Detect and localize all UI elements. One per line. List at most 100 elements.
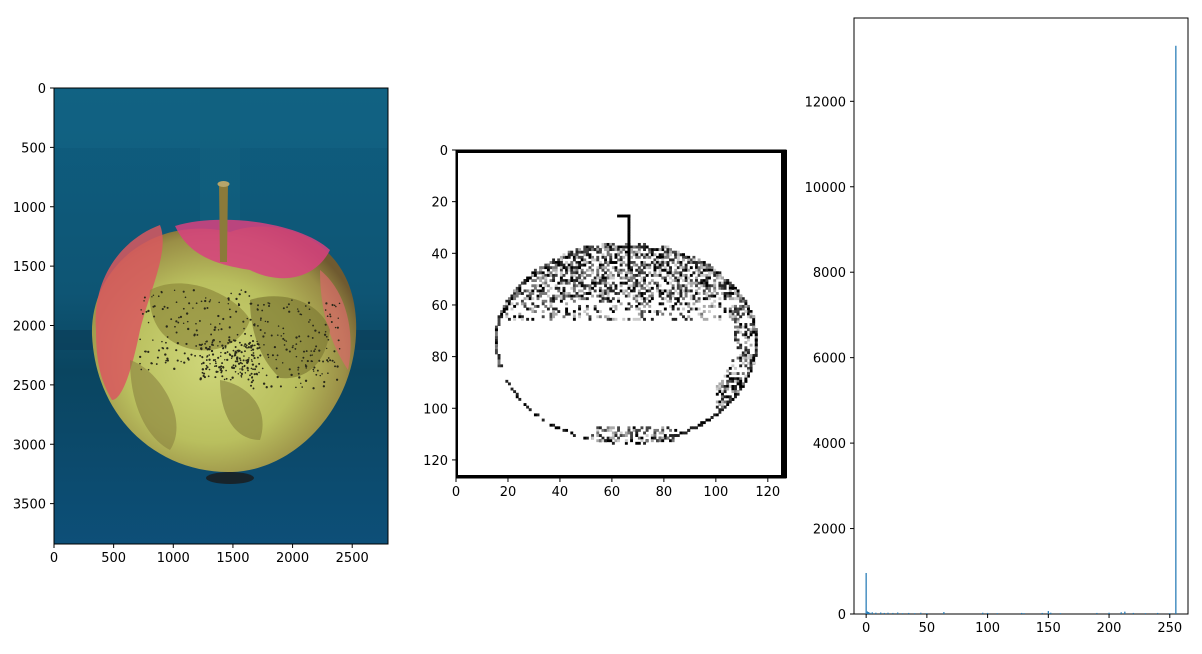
mask-pixel xyxy=(585,297,589,301)
mask-pixel xyxy=(614,292,618,295)
mask-pixel xyxy=(682,253,685,257)
speckle xyxy=(302,356,305,359)
mask-pixel xyxy=(663,268,667,272)
mask-pixel xyxy=(731,317,735,321)
mask-pixel xyxy=(648,248,652,252)
mask-pixel xyxy=(606,292,610,295)
mask-pixel xyxy=(666,436,670,440)
y-tick-label: 6000 xyxy=(813,352,846,367)
speckle xyxy=(329,313,331,316)
mask-pixel xyxy=(728,284,732,288)
mask-pixel xyxy=(684,273,688,277)
mask-pixel xyxy=(692,302,696,306)
y-tick-label: 500 xyxy=(21,141,46,156)
mask-pixel xyxy=(580,255,584,259)
speckle xyxy=(221,375,224,378)
mask-pixel xyxy=(653,258,657,262)
mask-pixel xyxy=(640,268,644,272)
mask-pixel xyxy=(570,279,574,283)
mask-pixel xyxy=(606,245,610,249)
mask-pixel xyxy=(679,294,683,298)
mask-pixel xyxy=(734,315,737,319)
speckle xyxy=(282,307,285,310)
mask-pixel xyxy=(739,315,743,319)
speckle xyxy=(226,358,229,362)
mask-pixel xyxy=(728,297,732,301)
speckle xyxy=(234,370,237,373)
mask-pixel xyxy=(739,299,743,303)
speckle xyxy=(153,315,156,318)
speckle xyxy=(202,361,205,365)
speckle xyxy=(323,380,326,384)
speckle xyxy=(217,329,220,331)
mask-pixel xyxy=(661,312,665,316)
speckle xyxy=(305,367,307,369)
mask-pixel xyxy=(695,292,698,295)
mask-pixel xyxy=(723,405,727,409)
mask-pixel xyxy=(637,289,641,293)
speckle xyxy=(251,360,253,363)
mask-pixel xyxy=(708,276,711,280)
mask-pixel xyxy=(710,284,714,288)
speckle xyxy=(175,349,178,352)
mask-pixel xyxy=(689,289,693,293)
mask-pixel xyxy=(518,292,522,295)
mask-pixel xyxy=(718,271,722,275)
mask-pixel xyxy=(515,294,519,298)
mask-pixel xyxy=(606,242,610,246)
mask-pixel xyxy=(575,271,579,275)
mask-pixel xyxy=(663,289,667,293)
mask-pixel xyxy=(635,294,639,298)
speckle xyxy=(276,354,279,357)
mask-pixel xyxy=(632,317,636,321)
mask-pixel xyxy=(549,302,553,306)
mask-pixel xyxy=(661,258,665,262)
mask-pixel xyxy=(679,302,683,306)
speckle xyxy=(259,319,262,321)
y-tick-label: 8000 xyxy=(813,266,846,281)
speckle xyxy=(316,369,319,372)
speckle xyxy=(185,342,188,345)
mask-pixel xyxy=(635,434,639,437)
mask-pixel xyxy=(617,253,621,257)
mask-pixel xyxy=(578,304,582,308)
mask-pixel xyxy=(562,286,566,290)
mask-pixel xyxy=(752,361,756,365)
mask-pixel xyxy=(518,312,522,316)
mask-pixel xyxy=(728,395,732,399)
mask-pixel xyxy=(728,379,732,383)
mask-pixel xyxy=(598,263,602,267)
mask-pixel xyxy=(734,390,737,394)
speckle xyxy=(174,325,176,328)
mask-pixel xyxy=(552,266,556,270)
mask-pixel xyxy=(609,286,613,290)
mask-pixel xyxy=(627,224,631,228)
mask-pixel xyxy=(624,434,628,437)
speckle xyxy=(266,353,269,356)
x-tick-label: 2000 xyxy=(276,551,309,566)
mask-pixel xyxy=(533,304,537,308)
x-tick-label: 20 xyxy=(500,485,517,500)
mask-pixel xyxy=(617,245,621,249)
speckle xyxy=(297,372,300,375)
speckle xyxy=(246,347,248,349)
mask-pixel xyxy=(692,271,696,275)
mask-pixel xyxy=(744,335,748,339)
mask-pixel xyxy=(728,294,732,298)
speckle xyxy=(252,379,255,382)
y-tick-label: 60 xyxy=(431,299,448,314)
mask-pixel xyxy=(619,302,623,306)
mask-pixel xyxy=(695,307,698,311)
mask-pixel xyxy=(741,333,745,337)
mask-pixel xyxy=(541,299,545,303)
mask-pixel xyxy=(645,302,649,306)
speckle xyxy=(222,347,225,349)
mask-pixel xyxy=(721,284,724,288)
mask-pixel xyxy=(700,312,704,316)
mask-pixel xyxy=(562,428,566,432)
mask-pixel xyxy=(518,284,522,288)
mask-pixel xyxy=(562,289,566,293)
mask-pixel xyxy=(494,346,498,350)
